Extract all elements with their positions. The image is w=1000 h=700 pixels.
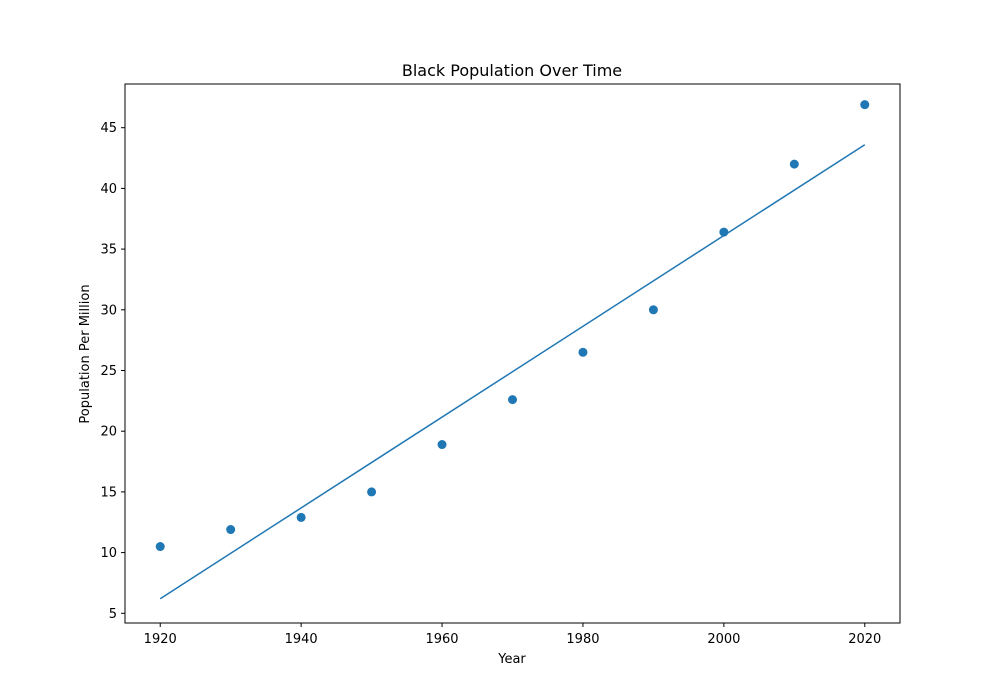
data-point-1960: [437, 440, 447, 450]
y-tick-label-25: 25: [100, 364, 117, 379]
y-tick-label-10: 10: [100, 546, 117, 561]
x-tick-label-2020: 2020: [848, 632, 881, 647]
chart-title: Black Population Over Time: [402, 61, 622, 80]
y-tick-label-15: 15: [100, 485, 117, 500]
x-axis-ticks: 1920 1940 1960 1980 2000 2020: [144, 623, 881, 647]
y-tick-label-20: 20: [100, 425, 117, 440]
data-point-1920: [155, 542, 165, 552]
x-tick-label-1980: 1980: [566, 632, 599, 647]
plot-area: [155, 100, 870, 600]
data-point-1930: [226, 525, 236, 535]
trend-line: [159, 144, 866, 600]
data-point-1950: [367, 487, 377, 497]
data-point-1990: [648, 305, 658, 315]
x-tick-label-1920: 1920: [144, 632, 177, 647]
y-axis-label: Population Per Million: [78, 284, 93, 423]
data-point-1970: [508, 395, 517, 405]
y-tick-label-45: 45: [100, 121, 117, 136]
y-tick-label-35: 35: [100, 243, 117, 258]
data-point-2020: [860, 100, 870, 110]
x-tick-label-1940: 1940: [285, 632, 318, 647]
data-point-1980: [578, 347, 588, 357]
y-tick-label-40: 40: [100, 182, 117, 197]
y-tick-label-30: 30: [100, 303, 117, 318]
plot-frame: [124, 83, 901, 624]
x-axis-label: Year: [497, 652, 526, 667]
x-tick-label-2000: 2000: [707, 632, 740, 647]
y-axis-ticks: 5 10 15 20 25 30 35 40 45: [100, 121, 125, 622]
data-point-1940: [296, 512, 306, 522]
data-point-2010: [789, 159, 799, 169]
x-tick-label-1960: 1960: [425, 632, 458, 647]
y-tick-label-5: 5: [109, 607, 117, 622]
